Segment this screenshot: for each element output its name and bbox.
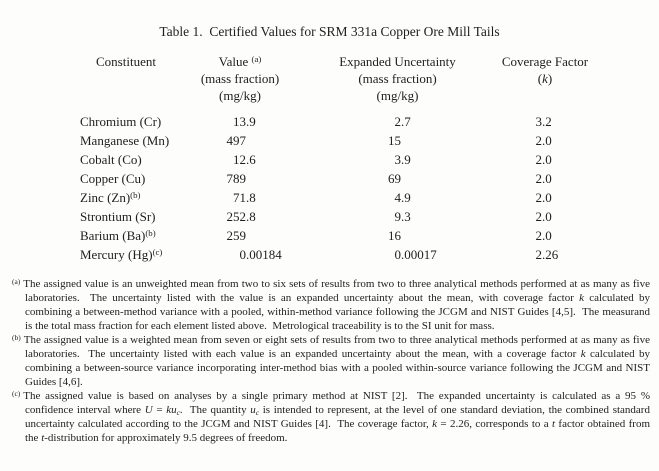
header-line: Expanded Uncertainty xyxy=(339,54,456,69)
header-line: Constituent xyxy=(96,54,156,69)
constituent-cell: Chromium (Cr) xyxy=(80,114,162,129)
table-row: Zinc (Zn)(b) 71.8 4.9 2.0 xyxy=(80,190,552,205)
table-row: Mercury (Hg)(c) 0.00184 0.00017 2.26 xyxy=(80,247,559,262)
header-line: Coverage Factor xyxy=(501,54,589,69)
column-header-coverage-factor: Coverage Factor (k) xyxy=(470,53,620,87)
constituent-cell: Barium (Ba)(b) xyxy=(80,228,156,243)
footnote-marker: (b) xyxy=(12,332,21,342)
footnotes-section: (a) The assigned value is an unweighted m… xyxy=(12,277,650,445)
footnote-ref: (c) xyxy=(152,247,163,258)
footnote-ref: (b) xyxy=(130,190,141,201)
table-row: Copper (Cu) 789 69 2.0 xyxy=(80,171,552,186)
footnote-b: (b) The assigned value is a weighted mean… xyxy=(12,333,650,389)
footnote-text: The assigned value is a weighted mean fr… xyxy=(23,334,650,388)
footnote-text: The assigned value is based on analyses … xyxy=(23,390,651,444)
constituent-cell: Copper (Cu) xyxy=(80,171,146,186)
table-row: Strontium (Sr) 252.8 9.3 2.0 xyxy=(80,209,552,224)
column-header-constituent: Constituent xyxy=(58,53,194,70)
table-row: Manganese (Mn) 497 15 2.0 xyxy=(80,133,552,148)
constituent-cell: Mercury (Hg)(c) xyxy=(80,247,163,262)
header-line: (mass fraction) xyxy=(200,71,280,86)
footnote-marker: (a) xyxy=(12,276,21,286)
table-title: Table 1. Certified Values for SRM 331a C… xyxy=(159,24,500,39)
header-line: (mass fraction) xyxy=(358,71,437,86)
constituent-cell: Cobalt (Co) xyxy=(80,152,142,167)
footnote-text: The assigned value is an unweighted mean… xyxy=(23,278,650,332)
certified-values-table: Chromium (Cr) 13.9 2.7 3.2 Manganese (Mn… xyxy=(0,112,659,264)
header-line: (mg/kg) xyxy=(219,88,261,103)
constituent-cell: Zinc (Zn)(b) xyxy=(80,190,141,205)
column-header-value: Value (a) (mass fraction) (mg/kg) xyxy=(165,53,315,104)
header-line: (k) xyxy=(537,71,553,86)
table-row: Chromium (Cr) 13.9 2.7 3.2 xyxy=(80,114,552,129)
header-line: Value (a) xyxy=(218,54,262,69)
constituent-cell: Strontium (Sr) xyxy=(80,209,156,224)
footnote-ref: (b) xyxy=(145,228,156,239)
constituent-cell: Manganese (Mn) xyxy=(80,133,170,148)
table-row: Barium (Ba)(b) 259 16 2.0 xyxy=(80,228,552,243)
header-line: (mg/kg) xyxy=(376,88,419,103)
footnote-marker: (c) xyxy=(12,388,21,398)
footnote-c: (c) The assigned value is based on analys… xyxy=(12,389,651,445)
table-row: Cobalt (Co) 12.6 3.9 2.0 xyxy=(80,152,552,167)
footnote-a: (a) The assigned value is an unweighted m… xyxy=(12,277,650,333)
column-header-expanded-uncertainty: Expanded Uncertainty (mass fraction) (mg… xyxy=(310,53,485,104)
